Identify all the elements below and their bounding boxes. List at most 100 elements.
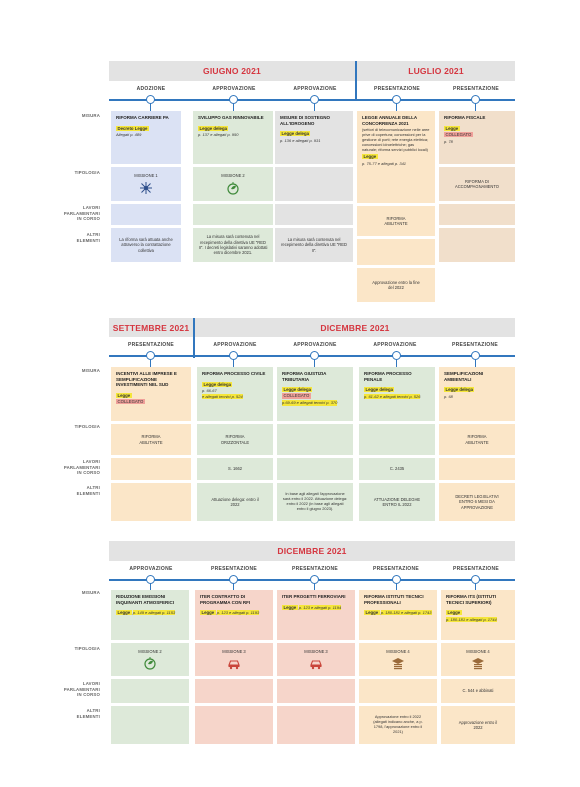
law-type-badge: Legge: [364, 610, 380, 616]
law-type-badge: Decreto Legge: [116, 125, 149, 131]
timeline-dot: [229, 95, 238, 104]
altri-text: Approvazione entro il 2022 (allegati ind…: [373, 714, 423, 734]
altri-text: Approvazione entro il 2022: [458, 719, 498, 730]
month-header-luglio-2021: LUGLIO 2021: [357, 61, 515, 81]
lavori-cell: [195, 679, 273, 703]
measure-card: MISURE DI SOSTEGNO ALL'IDROGENO Legge de…: [275, 111, 353, 164]
law-type-badge: Legge delega: [282, 387, 313, 393]
month-separator: [355, 61, 357, 101]
lavori-cell: [277, 458, 353, 480]
altri-text: In base agli allegati l'approvazione sar…: [282, 491, 348, 511]
phase-label: APPROVAZIONE: [275, 337, 355, 353]
altri-text: La misura sarà contenuta nel recepimento…: [198, 234, 268, 256]
timeline-dot: [229, 575, 238, 584]
timeline-stem: [314, 580, 316, 591]
timeline-dot: [310, 351, 319, 360]
timeline-stem: [475, 580, 477, 591]
row-label-altri: ALTRI ELEMENTI: [76, 232, 100, 243]
law-type-badge: Legge delega: [198, 125, 229, 131]
page-reference: p. 123 e allegati p. 1193: [216, 610, 260, 616]
month-separator: [193, 318, 195, 358]
measure-title: LEGGE ANNUALE DELLA CONCORRENZA 2021: [362, 115, 417, 126]
collegato-badge: COLLEGATO: [116, 399, 145, 405]
row-label-altri: ALTRI ELEMENTI: [76, 485, 100, 496]
altri-cell: [111, 483, 191, 521]
tipologia-text: RIFORMA DI ACCOMPAGNAMENTO: [455, 178, 499, 189]
page-reference: p. 78: [444, 138, 453, 144]
tipologia-cell: MISSIONE 2: [111, 643, 189, 676]
timeline-stem: [150, 356, 152, 367]
lavori-cell: [277, 679, 355, 703]
tipologia-cell: RIFORMA ORIZZONTALE: [197, 424, 273, 455]
timeline-dot: [471, 575, 480, 584]
measure-card: RIFORMA ISTITUTI TECNICI PROFESSIONALI L…: [359, 590, 437, 640]
timeline-dot: [229, 351, 238, 360]
phase-label: PRESENTAZIONE: [193, 561, 275, 577]
measure-title: INCENTIVI ALLE IMPRESE E SEMPLIFICAZIONE…: [116, 371, 177, 388]
tipologia-cell: RIFORMA ABILITANTE: [357, 206, 435, 236]
row-label-lavori: LAVORI PARLAMENTARI IN CORSO: [63, 459, 100, 475]
law-type-badge: Legge: [446, 610, 462, 616]
row-label-misura: MISURA: [81, 113, 100, 118]
altri-cell: Approvazione entro il 2022: [441, 706, 515, 744]
tipologia-cell: RIFORMA ABILITANTE: [111, 424, 191, 455]
mission-label: MISSIONE 3: [222, 648, 246, 654]
phase-label: PRESENTAZIONE: [357, 81, 437, 97]
section-giugno-luglio-2021: GIUGNO 2021 LUGLIO 2021 ADOZIONE APPROVA…: [0, 0, 580, 310]
measure-title: RIFORMA CARRIERE PA: [116, 115, 169, 120]
row-label-lavori: LAVORI PARLAMENTARI IN CORSO: [63, 681, 100, 697]
timeline-stem: [150, 580, 152, 591]
timeline-stem: [150, 100, 152, 111]
timeline-stem: [314, 356, 316, 367]
altri-text: ATTUAZIONE DELEGHE ENTRO IL 2022: [373, 496, 421, 507]
altri-text: Attuazione delega: entro il 2022: [211, 496, 259, 507]
law-type-badge: Legge delega: [202, 381, 233, 387]
lavori-text: C. 544 e abbinati: [462, 688, 494, 694]
mission-label: MISSIONE 4: [386, 648, 410, 654]
altri-cell: [195, 706, 273, 744]
measure-card: ITER CONTRATTO DI PROGRAMMA CON RFI Legg…: [195, 590, 273, 640]
phase-label: APPROVAZIONE: [275, 81, 355, 97]
altri-cell: [439, 228, 515, 262]
tipologia-text: RIFORMA ABILITANTE: [465, 434, 489, 445]
measure-title: RIFORMA PROCESSO PENALE: [364, 371, 412, 382]
altri-text: DECRETI LEGISLATIVI ENTRO 6 MESI DA APPR…: [455, 494, 499, 510]
collegato-badge: COLLEGATO: [282, 393, 311, 399]
row-label-misura: MISURA: [81, 368, 100, 373]
measure-card: RIFORMA FISCALE Legge COLLEGATO p. 78: [439, 111, 515, 164]
altri-cell: La riforma sarà attuata anche attraverso…: [111, 228, 181, 262]
altri-cell: Attuazione delega: entro il 2022: [197, 483, 273, 521]
page-reference: p. 149 e allegati p. 1153: [132, 610, 176, 616]
altri-cell: La misura sarà contenuta nel recepimento…: [193, 228, 273, 262]
law-type-badge: Legge delega: [444, 387, 475, 393]
measure-title: MISURE DI SOSTEGNO ALL'IDROGENO: [280, 115, 331, 126]
timeline-stem: [475, 356, 477, 367]
tipologia-cell: MISSIONE 2: [193, 167, 273, 201]
tipologia-text: RIFORMA ORIZZONTALE: [220, 434, 250, 445]
lavori-cell: [357, 239, 435, 265]
month-header-dicembre-2021: DICEMBRE 2021: [195, 318, 515, 338]
altri-cell: Approvazione entro il 2022 (allegati ind…: [359, 706, 437, 744]
education-icon: [472, 658, 484, 670]
mission-label: MISSIONE 1: [134, 173, 158, 179]
law-type-badge: Legge delega: [280, 131, 311, 137]
timeline-dot: [146, 95, 155, 104]
measure-card: RIDUZIONE EMISSIONI INQUINANTI ATMOSFERI…: [111, 590, 189, 640]
timeline-stem: [396, 580, 398, 591]
altri-cell: [277, 706, 355, 744]
page-reference: p. 75-77 e allegati p. 341: [362, 160, 407, 166]
altri-cell: DECRETI LEGISLATIVI ENTRO 6 MESI DA APPR…: [439, 483, 515, 521]
row-label-misura: MISURA: [81, 590, 100, 595]
row-label-altri: ALTRI ELEMENTI: [76, 708, 100, 719]
measure-card: SVILUPPO GAS RINNOVABILE Legge delega p.…: [193, 111, 273, 164]
altri-text: Approvazione entro la fine del 2022: [372, 279, 420, 290]
tipologia-cell: MISSIONE 1: [111, 167, 181, 201]
tipologia-cell: RIFORMA ABILITANTE: [439, 424, 515, 455]
timeline-dot: [471, 95, 480, 104]
page-reference: e allegati tecnici p. 524: [202, 393, 243, 399]
lavori-text: S. 1662: [227, 466, 243, 472]
measure-title: RIFORMA ISTITUTI TECNICI PROFESSIONALI: [364, 594, 424, 605]
law-type-badge: Legge: [116, 392, 132, 399]
measure-title: SVILUPPO GAS RINNOVABILE: [198, 115, 264, 120]
measure-title: ITER PROGETTI FERROVIARI: [282, 594, 346, 599]
